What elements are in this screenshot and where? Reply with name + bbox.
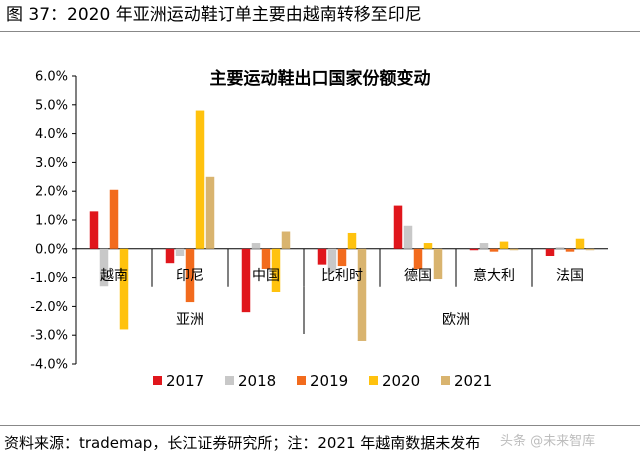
bar-2018-印尼 [175, 248, 185, 256]
legend-swatch-2019 [297, 376, 306, 385]
legend-label-2019: 2019 [310, 372, 348, 390]
category-label: 意大利 [473, 267, 515, 284]
bar-2019-法国 [565, 248, 575, 252]
bar-2017-中国 [241, 248, 251, 313]
bar-2020-法国 [575, 238, 585, 249]
y-tick-label: 2.0% [35, 185, 68, 200]
y-tick-label: -3.0% [30, 329, 68, 344]
bar-2018-意大利 [479, 243, 489, 249]
category-label: 德国 [404, 268, 432, 284]
category-label: 印尼 [176, 268, 204, 284]
bar-2018-法国 [555, 247, 565, 249]
legend-swatch-2021 [441, 376, 450, 385]
bar-2020-德国 [423, 243, 433, 249]
top-divider [0, 31, 640, 32]
bar-2018-德国 [403, 225, 413, 249]
bar-2017-印尼 [165, 248, 175, 264]
legend-label-2021: 2021 [454, 372, 492, 390]
bar-2020-越南 [119, 248, 129, 330]
y-tick-label: 3.0% [35, 156, 68, 171]
bar-2018-比利时 [327, 248, 337, 272]
bar-2017-法国 [545, 248, 555, 256]
bar-2021-比利时 [357, 248, 367, 341]
figure-caption: 图 37：2020 年亚洲运动鞋订单主要由越南转移至印尼 [6, 5, 422, 25]
category-label: 法国 [556, 268, 584, 284]
category-label: 中国 [252, 268, 280, 284]
bar-2021-法国 [585, 248, 595, 251]
y-tick-label: -1.0% [30, 271, 68, 286]
legend-swatch-2018 [225, 376, 234, 385]
legend-label-2017: 2017 [166, 372, 204, 390]
legend-swatch-2017 [153, 376, 162, 385]
group-label: 欧洲 [442, 312, 470, 328]
bars [89, 110, 595, 341]
y-tick-label: 4.0% [35, 127, 68, 142]
bar-2017-意大利 [469, 248, 479, 251]
bar-2019-印尼 [185, 248, 195, 303]
bar-2019-中国 [261, 248, 271, 269]
bar-2020-中国 [271, 248, 281, 292]
group-label: 亚洲 [176, 312, 204, 328]
chart-title: 主要运动鞋出口国家份额变动 [210, 68, 431, 89]
legend-label-2020: 2020 [382, 372, 420, 390]
bar-2021-印尼 [205, 176, 215, 249]
bar-2017-越南 [89, 211, 99, 249]
y-tick-label: 5.0% [35, 98, 68, 113]
y-tick-label: 0.0% [35, 242, 68, 257]
axes: 6.0% 5.0% 4.0% 3.0% 2.0% 1.0% 0.0% -1.0% -2.0% -3… [30, 70, 608, 373]
watermark: 头条 @未来智库 [500, 434, 596, 449]
source-note: 资料来源：trademap，长江证券研究所；注：2021 年越南数据未发布 [4, 434, 481, 452]
bar-2021-中国 [281, 231, 291, 249]
y-tick-label: -2.0% [30, 300, 68, 315]
bar-2019-意大利 [489, 248, 499, 252]
bar-2019-比利时 [337, 248, 347, 267]
y-tick-label: 1.0% [35, 214, 68, 229]
bar-2019-德国 [413, 248, 423, 269]
chart: 主要运动鞋出口国家份额变动 6.0% 5.0% 4.0% 3.0% 2.0% 1.0% 0.… [30, 68, 608, 390]
y-tick-label: 6.0% [35, 70, 68, 85]
bar-2021-意大利 [509, 248, 519, 251]
bar-2020-意大利 [499, 241, 509, 249]
bar-2020-印尼 [195, 110, 205, 249]
bar-2021-德国 [433, 248, 443, 280]
category-label: 越南 [100, 268, 128, 284]
bar-2018-中国 [251, 243, 261, 249]
legend: 2017 2018 2019 2020 2021 [153, 372, 492, 390]
bottom-divider [0, 425, 640, 426]
bar-2020-比利时 [347, 232, 357, 249]
bar-2017-德国 [393, 205, 403, 249]
y-tick-label: -4.0% [30, 358, 68, 373]
bar-2018-越南 [99, 248, 109, 287]
category-label: 比利时 [321, 268, 363, 284]
bar-2019-越南 [109, 189, 119, 249]
bar-2017-比利时 [317, 248, 327, 265]
legend-label-2018: 2018 [238, 372, 276, 390]
legend-swatch-2020 [369, 376, 378, 385]
